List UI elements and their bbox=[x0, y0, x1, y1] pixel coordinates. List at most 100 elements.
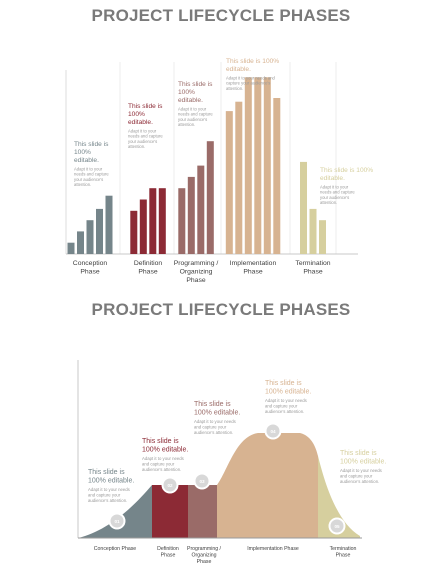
phase-marker-label: 05 bbox=[334, 524, 340, 529]
bar bbox=[96, 208, 103, 254]
annotation-body: Adapt it to your needs bbox=[142, 456, 184, 461]
annotation-body: Adapt it to your needs bbox=[88, 487, 130, 492]
annotation-heading: 100% editable. bbox=[265, 389, 311, 396]
annotation-heading: This slide is 100% bbox=[320, 167, 373, 174]
annotation-body: your audience's bbox=[178, 117, 207, 122]
phase-marker bbox=[328, 517, 346, 535]
annotation-body: capture your audience's bbox=[226, 81, 270, 86]
bar bbox=[225, 111, 233, 254]
phase-marker-label: 03 bbox=[199, 479, 205, 484]
phase-marker bbox=[108, 512, 126, 530]
annotation-body: and capture your bbox=[142, 462, 175, 467]
category-label: Phase bbox=[138, 269, 157, 276]
phase-marker-label: 02 bbox=[167, 483, 173, 488]
annotation-heading: 100% bbox=[178, 89, 195, 96]
area-segment bbox=[318, 456, 360, 538]
category-label: Programming / bbox=[187, 546, 222, 552]
annotation-body: your audience's bbox=[128, 139, 157, 144]
annotation-body: needs and capture bbox=[320, 190, 355, 195]
phase-marker bbox=[264, 422, 282, 440]
bar bbox=[206, 141, 214, 254]
category-label: Conception Phase bbox=[94, 546, 137, 552]
area-segment bbox=[217, 433, 318, 538]
bar bbox=[158, 188, 166, 254]
annotation-body: needs and capture bbox=[178, 112, 213, 117]
bar bbox=[86, 220, 94, 254]
bar bbox=[178, 188, 186, 254]
annotation-body: and capture your bbox=[265, 404, 298, 409]
annotation-heading: This slide is bbox=[340, 450, 377, 457]
area-segment bbox=[78, 485, 152, 538]
phase-marker-label: 04 bbox=[270, 429, 276, 434]
category-label: Termination bbox=[330, 546, 357, 552]
area-segment bbox=[188, 485, 217, 538]
bar bbox=[105, 195, 113, 254]
bar bbox=[273, 98, 281, 254]
phase-marker-label: 01 bbox=[114, 519, 120, 524]
bar bbox=[263, 77, 271, 254]
annotation-body: Adapt it to your needs bbox=[194, 419, 236, 424]
category-label: Programming / bbox=[174, 260, 219, 267]
annotation-body: audience's attention. bbox=[340, 479, 379, 484]
bar bbox=[300, 161, 307, 254]
annotation-heading: 100% editable. bbox=[88, 478, 134, 485]
annotation-body: audience's attention. bbox=[265, 409, 304, 414]
annotation-body: and capture your bbox=[194, 425, 227, 430]
annotation-body: Adapt it to your needs bbox=[340, 468, 382, 473]
bar bbox=[254, 77, 262, 254]
annotation-heading: This slide is bbox=[194, 401, 231, 408]
bar bbox=[235, 101, 243, 254]
annotation-body: your audience's bbox=[74, 177, 103, 182]
annotation-body: Adapt it to your needs bbox=[265, 398, 307, 403]
annotation-body: and capture your bbox=[88, 493, 121, 498]
area-segment bbox=[152, 485, 188, 538]
bar bbox=[139, 199, 147, 254]
annotation-heading: This slide is bbox=[142, 438, 179, 445]
category-label: Phase bbox=[303, 269, 322, 276]
annotation-body: Adapt it to your bbox=[74, 167, 103, 172]
category-label: Definition bbox=[134, 260, 163, 267]
bar bbox=[309, 208, 317, 254]
annotation-heading: This slide is bbox=[88, 469, 125, 476]
phase-marker bbox=[193, 472, 211, 490]
annotation-body: audience's attention. bbox=[88, 498, 127, 503]
chart-1-title: PROJECT LIFECYCLE PHASES bbox=[91, 6, 351, 25]
annotation-body: needs and capture bbox=[74, 172, 109, 177]
category-label: Phase bbox=[186, 277, 205, 284]
annotation-body: attention. bbox=[74, 182, 91, 187]
category-label: Termination bbox=[295, 260, 330, 267]
annotation-heading: editable. bbox=[128, 119, 153, 126]
annotation-heading: This slide is bbox=[128, 103, 163, 110]
annotation-body: audience's attention. bbox=[142, 467, 181, 472]
annotation-heading: 100% editable. bbox=[194, 410, 240, 417]
annotation-heading: 100% bbox=[128, 111, 145, 118]
annotation-heading: This slide is bbox=[178, 81, 213, 88]
bar bbox=[244, 77, 252, 254]
category-label: Conception bbox=[73, 260, 108, 267]
annotation-heading: editable. bbox=[178, 97, 203, 104]
category-label: Organizing bbox=[191, 553, 216, 559]
category-label: Phase bbox=[80, 269, 99, 276]
category-label: Phase bbox=[197, 559, 212, 565]
bar bbox=[319, 220, 326, 254]
annotation-body: attention. bbox=[320, 200, 337, 205]
phase-marker bbox=[161, 476, 179, 494]
annotation-heading: This slide is 100% bbox=[226, 58, 279, 65]
annotation-body: Adapt it to your bbox=[128, 129, 157, 134]
bar bbox=[77, 231, 84, 254]
chart-2-title: PROJECT LIFECYCLE PHASES bbox=[91, 300, 351, 319]
annotation-body: your audience's bbox=[320, 195, 349, 200]
annotation-heading: 100% editable. bbox=[142, 447, 188, 454]
annotation-heading: editable. bbox=[320, 175, 345, 182]
annotation-body: Adapt it to your bbox=[320, 185, 349, 190]
annotation-body: Adapt it to your needs and bbox=[226, 76, 276, 81]
annotation-heading: 100% editable. bbox=[340, 459, 386, 466]
category-label: Implementation bbox=[230, 260, 277, 267]
annotation-body: and capture your bbox=[340, 474, 373, 479]
category-label: Phase bbox=[243, 269, 262, 276]
annotation-heading: This slide is bbox=[265, 380, 302, 387]
bar bbox=[149, 188, 157, 254]
annotation-body: Adapt it to your bbox=[178, 107, 207, 112]
